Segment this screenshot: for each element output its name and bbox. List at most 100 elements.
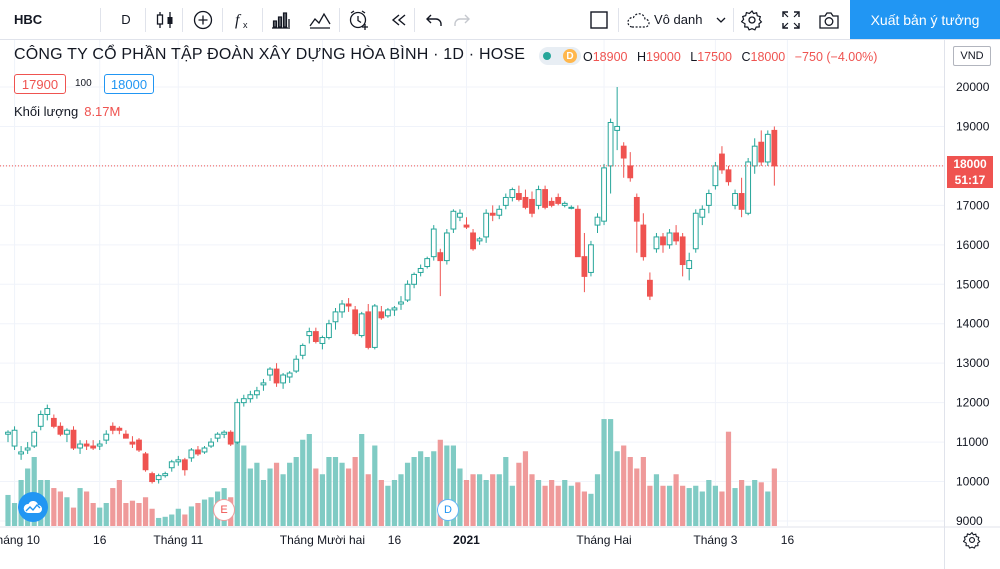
candle-body (306, 331, 313, 337)
volume-bar (575, 482, 581, 526)
volume-bar (509, 485, 515, 526)
earnings-event-marker[interactable]: E (213, 499, 235, 521)
volume-bar (313, 468, 319, 526)
volume-bar (208, 497, 214, 526)
candle-body (542, 189, 549, 208)
candle-body (470, 232, 476, 250)
volume-bar (457, 468, 463, 526)
alert-icon[interactable] (347, 0, 371, 39)
candle-body (404, 283, 411, 301)
volume-bar (136, 503, 142, 526)
volume-bars (5, 416, 777, 526)
chevron-down-icon[interactable] (714, 0, 728, 39)
volume-bar (555, 485, 561, 526)
candle-body (142, 453, 149, 471)
candles-icon[interactable] (155, 0, 175, 39)
candle-body (358, 313, 365, 337)
last-price-tag: 18000 51:17 (947, 156, 993, 188)
candle-body (136, 439, 142, 451)
candle-body (588, 244, 594, 273)
price-chart[interactable]: 9000 10000 11000 12000 13000 14000 15000 16000 1… (0, 40, 1000, 569)
candle-body (240, 398, 247, 404)
candle-body (430, 228, 437, 258)
replay-icon[interactable] (388, 0, 410, 39)
templates-icon[interactable] (308, 0, 332, 39)
candle-body (463, 224, 470, 228)
candle-body (719, 153, 725, 171)
volume-bar (594, 474, 601, 526)
settings-icon[interactable] (740, 0, 764, 39)
volume-bar (234, 416, 240, 526)
symbol-search[interactable]: HBC (14, 12, 43, 27)
financials-icon[interactable] (270, 0, 292, 39)
candle-body (758, 141, 765, 163)
bid-price-button[interactable]: 17900 (14, 74, 66, 94)
camera-icon[interactable] (817, 0, 841, 39)
price-tick-label: 15000 (956, 277, 990, 291)
layout-name[interactable]: Vô danh (654, 12, 703, 27)
volume-bar (503, 457, 509, 526)
ask-price-button[interactable]: 18000 (104, 74, 154, 94)
time-tick-label: Tháng 11 (153, 533, 203, 547)
add-compare-icon[interactable] (192, 0, 214, 39)
candle-body (751, 145, 758, 167)
volume-bar (64, 497, 70, 526)
volume-legend[interactable]: Khối lượng 8.17M (14, 104, 120, 119)
high-value: 19000 (646, 50, 681, 64)
candle-body (666, 232, 673, 246)
candle-body (103, 433, 110, 441)
undo-icon[interactable] (424, 0, 444, 39)
candle-body (620, 145, 627, 159)
toolbar-divider (100, 8, 101, 32)
dividend-event-marker[interactable]: D (437, 499, 459, 521)
candle-body (581, 256, 588, 277)
candle-body (50, 417, 57, 427)
volume-bar (732, 488, 738, 526)
volume-bar (706, 480, 712, 526)
volume-bar (5, 494, 11, 526)
volume-bar (319, 474, 325, 526)
toolbar-divider (733, 8, 734, 32)
candle-body (457, 212, 463, 218)
candle-body (352, 309, 359, 335)
publish-idea-button[interactable]: Xuất bản ý tưởng (850, 0, 1000, 39)
volume-bar (542, 485, 548, 526)
volume-bar (162, 516, 168, 526)
currency-label[interactable]: VND (953, 46, 991, 66)
toolbar-divider (145, 8, 146, 32)
svg-text:f: f (235, 12, 242, 29)
candle-body (378, 311, 385, 319)
symbol-title[interactable]: CÔNG TY CỔ PHẦN TẬP ĐOÀN XÂY DỰNG HÒA BÌ… (14, 46, 526, 63)
chart-settings-icon[interactable] (962, 531, 981, 554)
candle-body (5, 431, 11, 435)
volume-bar (11, 503, 18, 526)
candle-body (129, 441, 136, 445)
volume-bar (116, 480, 122, 526)
volume-bar (680, 485, 686, 526)
candle-body (732, 193, 738, 206)
candle-body (181, 459, 188, 471)
price-tick-label: 17000 (956, 198, 990, 212)
change-value: −750 (−4.00%) (794, 50, 878, 64)
interval-button[interactable]: D (121, 12, 131, 27)
candle-body (771, 129, 778, 167)
price-axis: 9000 10000 11000 12000 13000 14000 15000 16000 1… (956, 80, 990, 528)
candle-body (535, 189, 542, 206)
candle-body (443, 232, 450, 262)
cloud-icon[interactable] (624, 0, 652, 39)
volume-bar (103, 503, 109, 526)
time-tick-label: 2021 (453, 533, 480, 547)
price-tick-label: 19000 (956, 119, 990, 133)
layout-icon[interactable] (588, 0, 610, 39)
candle-body (24, 447, 31, 451)
price-tick-label: 11000 (956, 435, 989, 449)
low-key: L (690, 50, 698, 64)
tradingview-logo-icon[interactable] (18, 492, 48, 522)
delay-badge: D (563, 49, 577, 63)
fullscreen-icon[interactable] (780, 0, 802, 39)
volume-bar (529, 474, 535, 526)
volume-bar (463, 480, 470, 526)
market-status-badge[interactable]: D (539, 47, 581, 65)
candle-body (516, 193, 522, 200)
